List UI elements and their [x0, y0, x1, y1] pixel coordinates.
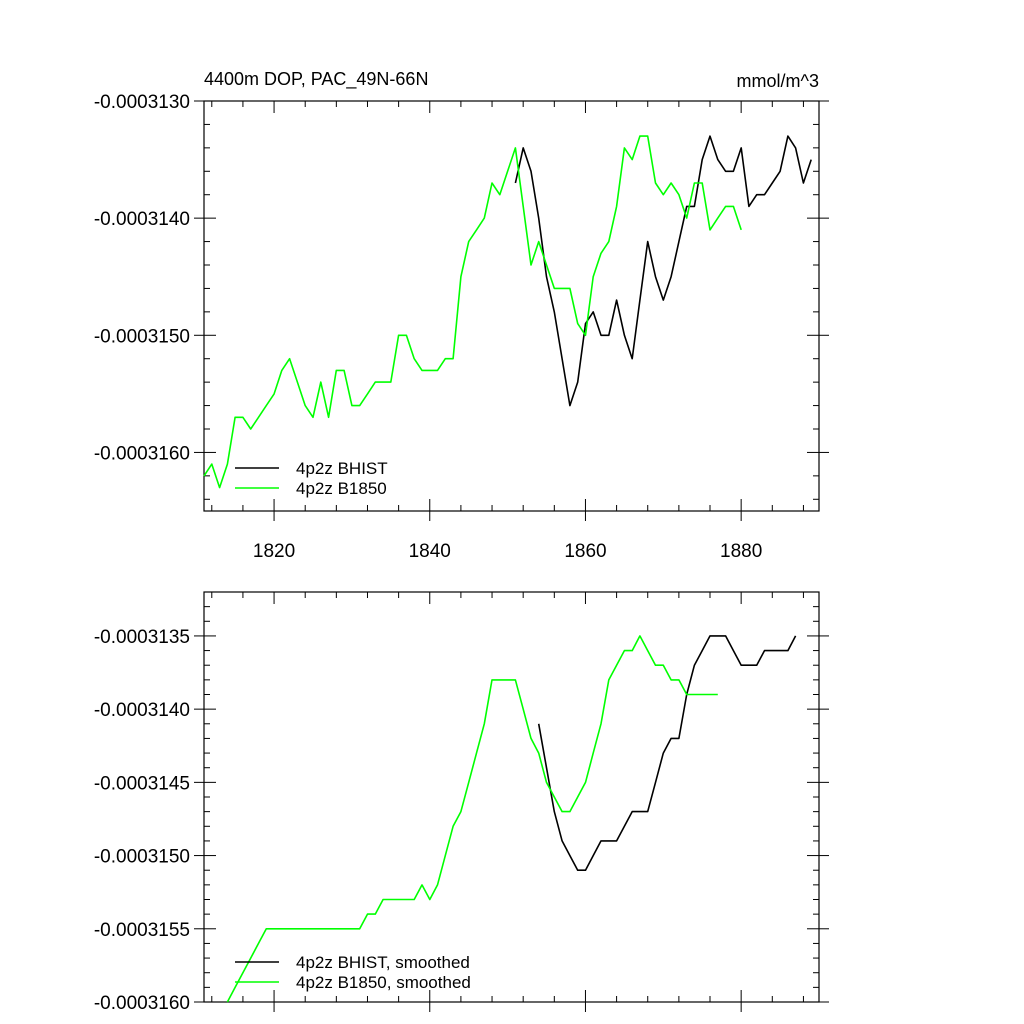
- y-tick-label: -0.0003150: [94, 326, 190, 347]
- series-line: [203, 135, 742, 489]
- legend-label: 4p2z B1850: [296, 479, 387, 498]
- plot-frame: [203, 100, 820, 512]
- series-line: [226, 635, 718, 1003]
- legend-label: 4p2z BHIST: [296, 459, 388, 478]
- x-tick-label: 1840: [409, 541, 451, 562]
- units-label: mmol/m^3: [737, 71, 819, 91]
- bottom-line-chart: -0.0003135 -0.0003140 -0.0003145 -0.0003150…: [94, 591, 829, 1014]
- y-tick-label: -0.0003130: [94, 92, 190, 113]
- series-line: [514, 135, 812, 407]
- y-tick-label: -0.0003150: [94, 847, 190, 868]
- x-tick-label: 1880: [720, 541, 762, 562]
- y-tick-label: -0.0003160: [94, 443, 190, 464]
- y-tick-label: -0.0003155: [94, 920, 190, 941]
- top-line-chart: 1820 1840 1860 1880 -0.0003130 -0.0003140 -0.0…: [94, 92, 829, 562]
- y-tick-label: -0.0003135: [94, 627, 190, 648]
- y-tick-label: -0.0003140: [94, 209, 190, 230]
- y-tick-label: -0.0003145: [94, 773, 190, 794]
- legend-label: 4p2z BHIST, smoothed: [296, 953, 470, 972]
- x-tick-label: 1860: [564, 541, 606, 562]
- y-tick-label: -0.0003160: [94, 993, 190, 1014]
- panel-title: 4400m DOP, PAC_49N-66N: [204, 69, 428, 90]
- legend-label: 4p2z B1850, smoothed: [296, 973, 471, 992]
- x-tick-label: 1820: [253, 541, 295, 562]
- series-line: [537, 635, 797, 872]
- plot-frame: [203, 591, 820, 1003]
- y-tick-label: -0.0003140: [94, 700, 190, 721]
